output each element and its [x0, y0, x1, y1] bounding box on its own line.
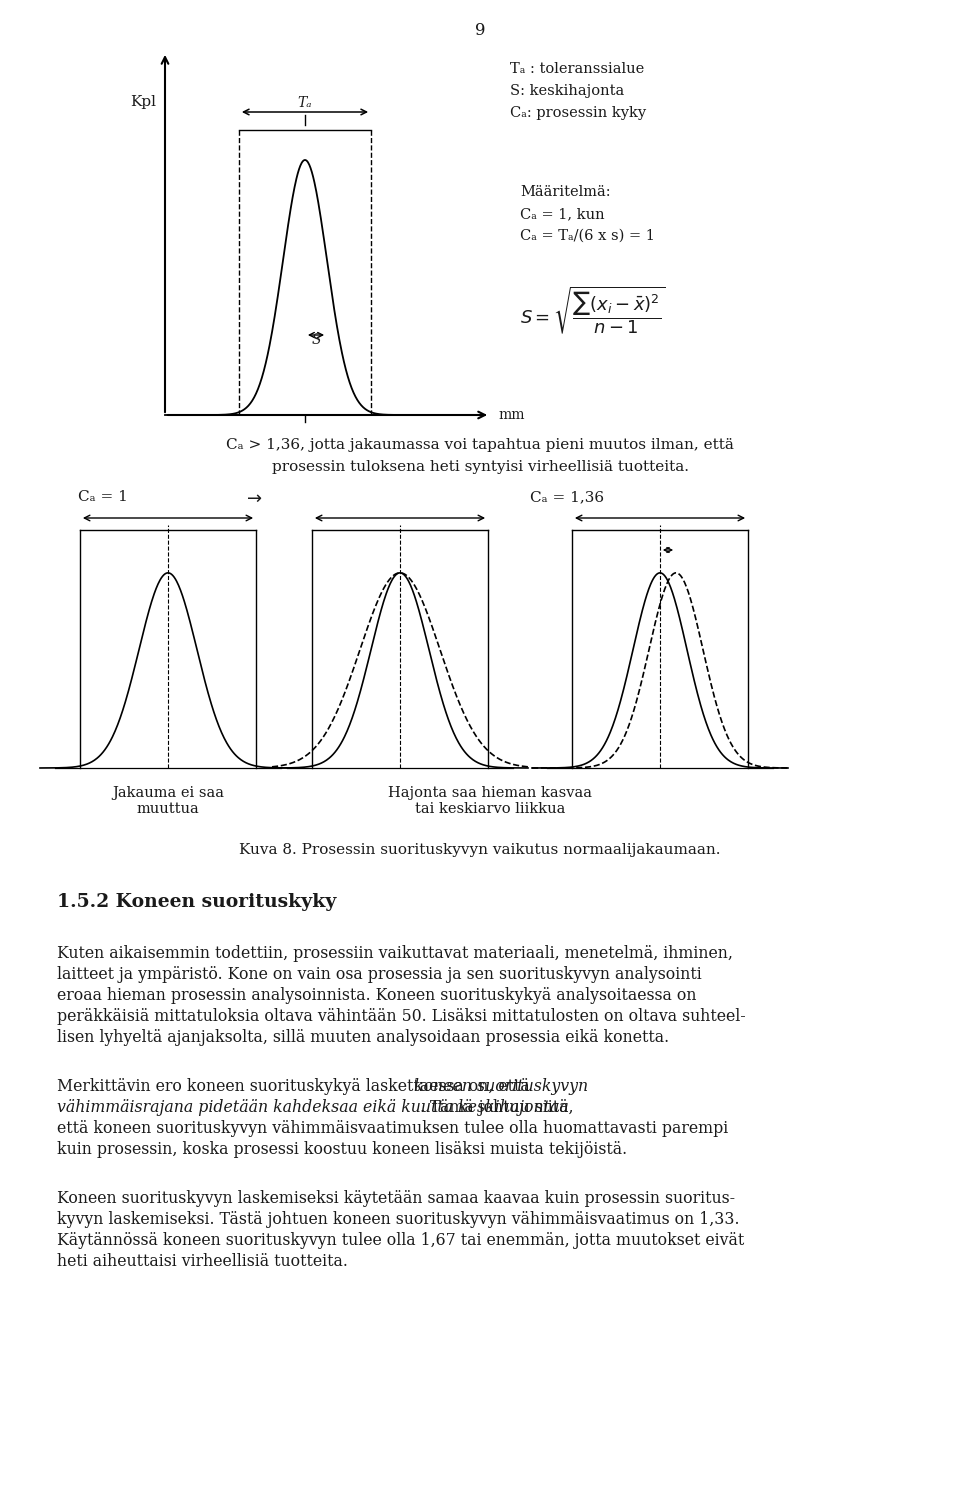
- Text: peräkkäisiä mittatuloksia oltava vähintään 50. Lisäksi mittatulosten on oltava s: peräkkäisiä mittatuloksia oltava vähintä…: [57, 1009, 746, 1025]
- Text: →: →: [248, 491, 263, 507]
- Text: Cₐ > 1,36, jotta jakaumassa voi tapahtua pieni muutos ilman, että: Cₐ > 1,36, jotta jakaumassa voi tapahtua…: [226, 438, 734, 451]
- Text: kyvyn laskemiseksi. Tästä johtuen koneen suorituskyvyn vähimmäisvaatimus on 1,33: kyvyn laskemiseksi. Tästä johtuen koneen…: [57, 1211, 739, 1228]
- Text: vähimmäisrajana pidetään kahdeksaa eikä kuutta keskihajontaa: vähimmäisrajana pidetään kahdeksaa eikä …: [57, 1099, 568, 1116]
- Text: että koneen suorituskyvyn vähimmäisvaatimuksen tulee olla huomattavasti parempi: että koneen suorituskyvyn vähimmäisvaati…: [57, 1120, 729, 1137]
- Text: Cₐ = 1, kun: Cₐ = 1, kun: [520, 207, 605, 220]
- Text: Cₐ = Tₐ/(6 x s) = 1: Cₐ = Tₐ/(6 x s) = 1: [520, 230, 655, 243]
- Text: koneen suorituskyvyn: koneen suorituskyvyn: [414, 1078, 588, 1095]
- Text: Cₐ = 1: Cₐ = 1: [78, 491, 128, 504]
- Text: heti aiheuttaisi virheellisiä tuotteita.: heti aiheuttaisi virheellisiä tuotteita.: [57, 1253, 348, 1270]
- Text: Koneen suorituskyvyn laskemiseksi käytetään samaa kaavaa kuin prosessin suoritus: Koneen suorituskyvyn laskemiseksi käytet…: [57, 1190, 735, 1206]
- Text: Hajonta saa hieman kasvaa
tai keskiarvo liikkua: Hajonta saa hieman kasvaa tai keskiarvo …: [388, 787, 592, 817]
- Text: S: keskihajonta: S: keskihajonta: [510, 85, 624, 98]
- Text: Määritelmä:: Määritelmä:: [520, 186, 611, 199]
- Text: Cₐ: prosessin kyky: Cₐ: prosessin kyky: [510, 106, 646, 119]
- Text: $S = \sqrt{\dfrac{\sum(x_i - \bar{x})^2}{n - 1}}$: $S = \sqrt{\dfrac{\sum(x_i - \bar{x})^2}…: [520, 285, 666, 337]
- Text: Kuten aikaisemmin todettiin, prosessiin vaikuttavat materiaali, menetelmä, ihmin: Kuten aikaisemmin todettiin, prosessiin …: [57, 945, 732, 962]
- Text: Tₐ: Tₐ: [298, 97, 312, 110]
- Text: laitteet ja ympäristö. Kone on vain osa prosessia ja sen suorituskyvyn analysoin: laitteet ja ympäristö. Kone on vain osa …: [57, 966, 702, 983]
- Text: kuin prosessin, koska prosessi koostuu koneen lisäksi muista tekijöistä.: kuin prosessin, koska prosessi koostuu k…: [57, 1142, 627, 1158]
- Text: Tₐ : toleranssialue: Tₐ : toleranssialue: [510, 62, 644, 76]
- Text: 1.5.2 Koneen suorituskyky: 1.5.2 Koneen suorituskyky: [57, 892, 336, 911]
- Text: . Tämä johtuu siitä,: . Tämä johtuu siitä,: [420, 1099, 573, 1116]
- Text: Merkittävin ero koneen suorituskykyä laskettaessa on, että: Merkittävin ero koneen suorituskykyä las…: [57, 1078, 535, 1095]
- Text: eroaa hieman prosessin analysoinnista. Koneen suorituskykyä analysoitaessa on: eroaa hieman prosessin analysoinnista. K…: [57, 988, 697, 1004]
- Text: lisen lyhyeltä ajanjaksolta, sillä muuten analysoidaan prosessia eikä konetta.: lisen lyhyeltä ajanjaksolta, sillä muute…: [57, 1028, 669, 1046]
- Text: Jakauma ei saa
muuttua: Jakauma ei saa muuttua: [112, 787, 224, 817]
- Text: Kuva 8. Prosessin suorituskyvyn vaikutus normaalijakaumaan.: Kuva 8. Prosessin suorituskyvyn vaikutus…: [239, 843, 721, 858]
- Text: Cₐ = 1,36: Cₐ = 1,36: [530, 491, 604, 504]
- Text: S: S: [311, 334, 321, 347]
- Text: 9: 9: [475, 23, 485, 39]
- Text: Käytännössä koneen suorituskyvyn tulee olla 1,67 tai enemmän, jotta muutokset ei: Käytännössä koneen suorituskyvyn tulee o…: [57, 1232, 744, 1249]
- Text: prosessin tuloksena heti syntyisi virheellisiä tuotteita.: prosessin tuloksena heti syntyisi virhee…: [272, 461, 688, 474]
- Text: Kpl: Kpl: [130, 95, 156, 109]
- Text: mm: mm: [498, 408, 524, 421]
